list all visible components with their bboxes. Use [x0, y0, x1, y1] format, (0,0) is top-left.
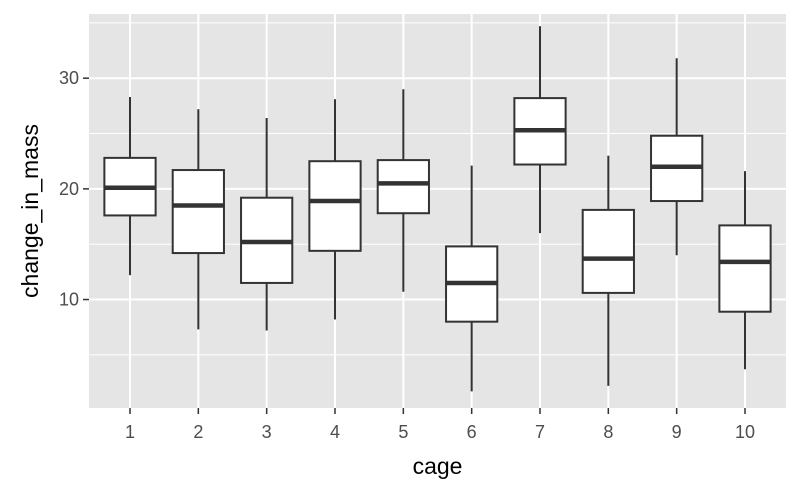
x-axis-title: cage	[413, 453, 463, 479]
x-tick-label: 8	[603, 422, 613, 442]
box-cage-1	[103, 97, 157, 276]
interquartile-box	[308, 160, 362, 252]
box-cage-7	[513, 26, 567, 234]
box-cage-9	[650, 58, 704, 256]
box-cage-4	[308, 99, 362, 320]
x-tick-label: 6	[467, 422, 477, 442]
box-cage-8	[581, 155, 635, 386]
box-cage-10	[718, 171, 772, 370]
x-tick-label: 4	[330, 422, 340, 442]
x-tick-label: 1	[125, 422, 135, 442]
box-cage-5	[376, 89, 430, 292]
x-tick-label: 7	[535, 422, 545, 442]
x-tick-label: 5	[398, 422, 408, 442]
x-tick-label: 2	[193, 422, 203, 442]
interquartile-box	[581, 208, 635, 294]
x-axis-ticks: 1 2 3 4 5 6 7 8 9 10	[125, 408, 755, 442]
box-cage-2	[171, 109, 225, 330]
interquartile-box	[171, 169, 225, 255]
x-tick-label: 10	[735, 422, 755, 442]
box-cage-3	[240, 118, 294, 331]
y-tick-label: 30	[59, 68, 79, 88]
interquartile-box	[718, 224, 772, 313]
y-axis-ticks: 10 20 30	[59, 68, 89, 310]
x-tick-label: 9	[672, 422, 682, 442]
y-axis-title: change_in_mass	[17, 124, 43, 298]
interquartile-box	[376, 159, 430, 215]
y-tick-label: 20	[59, 179, 79, 199]
box-cage-6	[445, 165, 499, 392]
boxes	[103, 26, 772, 392]
y-tick-label: 10	[59, 290, 79, 310]
x-tick-label: 3	[262, 422, 272, 442]
